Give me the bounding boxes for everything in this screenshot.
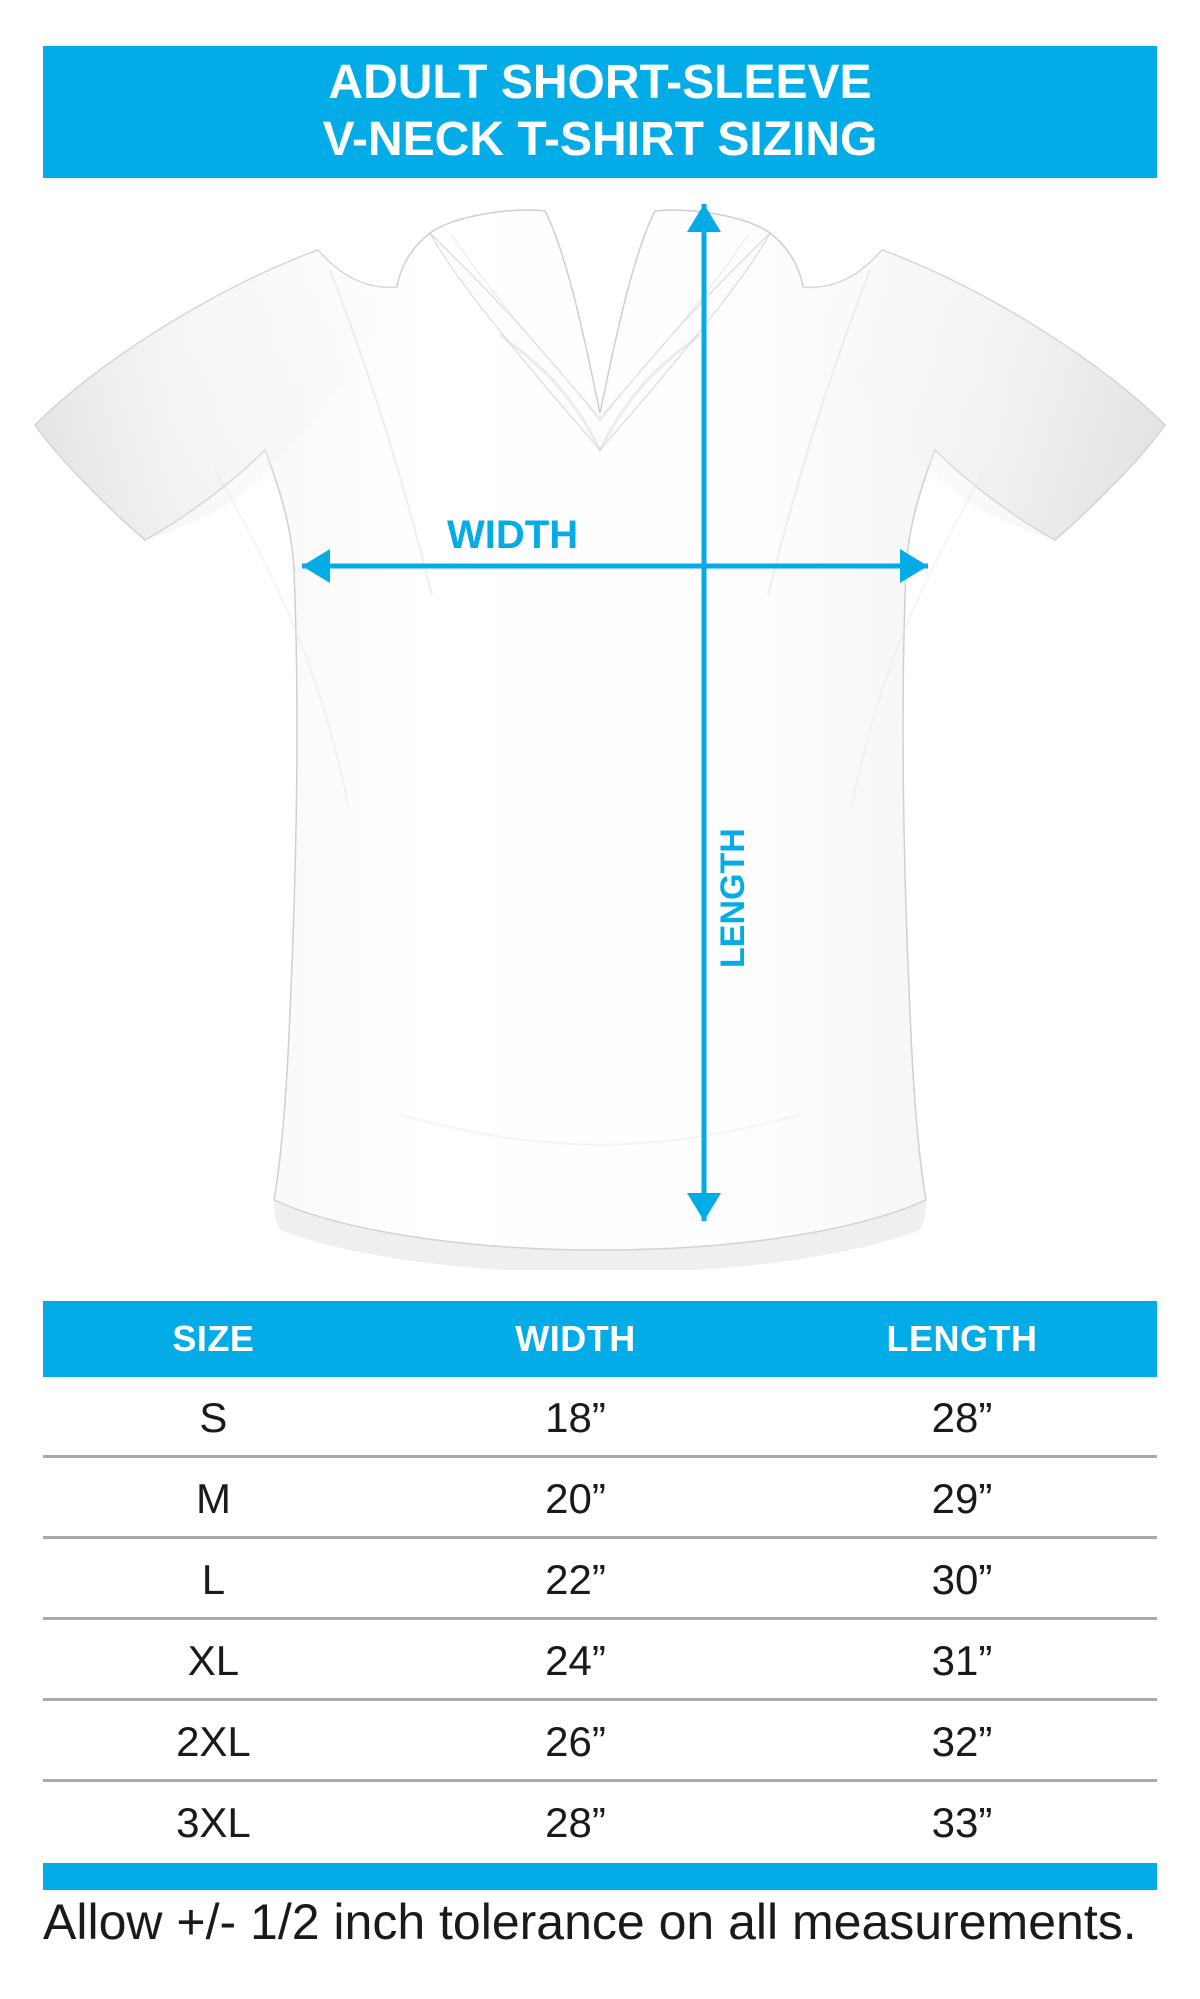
svg-text:LENGTH: LENGTH <box>714 828 752 968</box>
svg-text:WIDTH: WIDTH <box>447 513 578 557</box>
